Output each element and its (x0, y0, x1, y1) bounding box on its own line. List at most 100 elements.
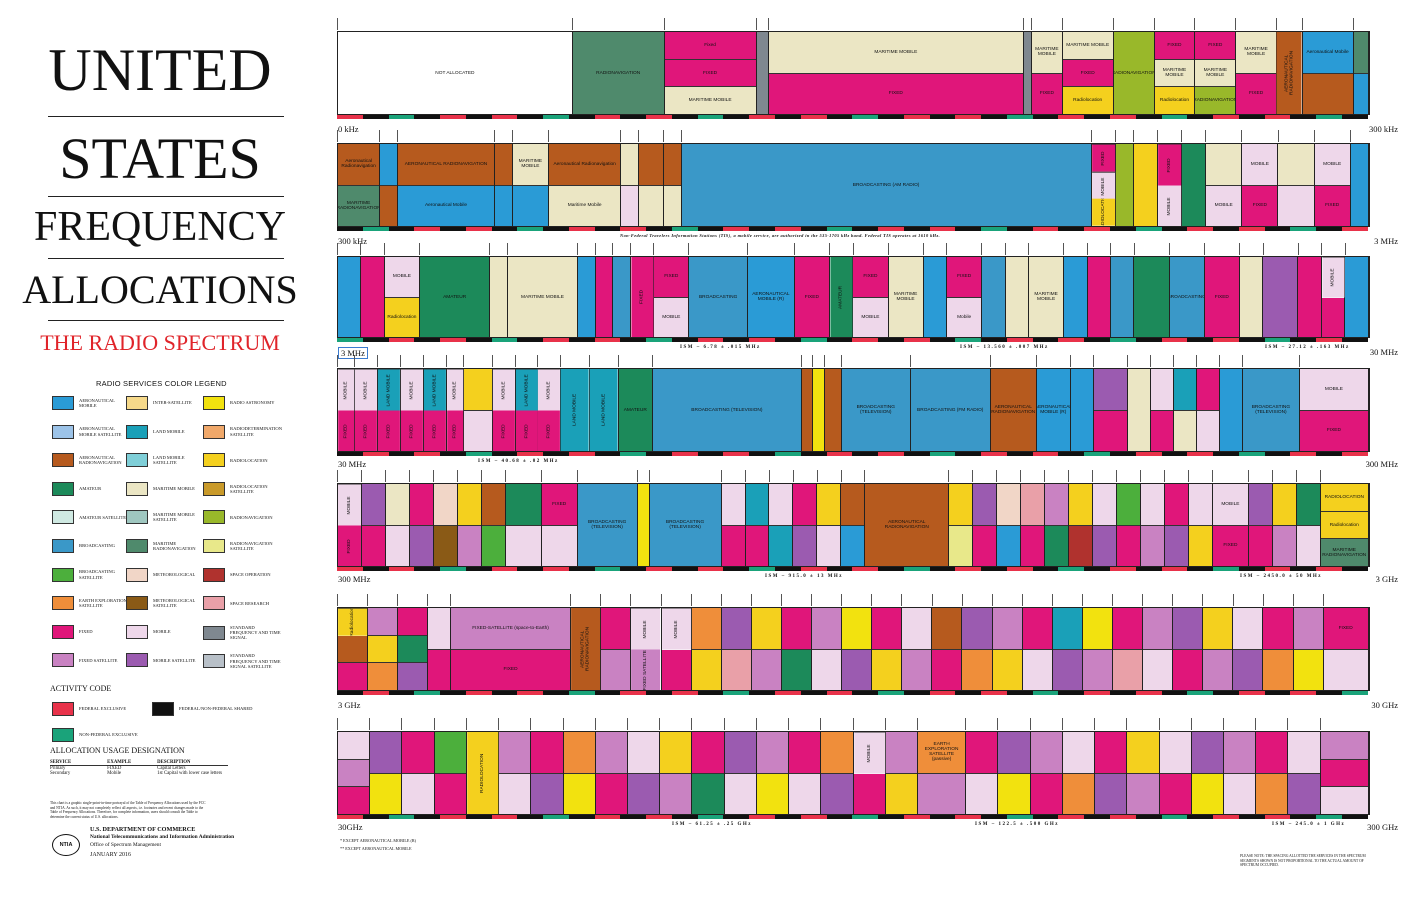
allocation-segment[interactable]: BROADCASTING (TELEVISION) (652, 369, 802, 451)
allocation-segment[interactable]: LAND MOBILE FIXED (423, 369, 447, 451)
allocation-segment[interactable] (1353, 32, 1369, 114)
allocation-segment[interactable] (949, 484, 974, 566)
allocation-segment[interactable] (1133, 144, 1158, 226)
allocation-segment[interactable] (1082, 608, 1113, 690)
allocation-segment[interactable]: FIXED MOBILE (654, 257, 690, 337)
allocation-segment[interactable]: AERONAUTICAL MOBILE (R) (747, 257, 795, 337)
allocation-segment[interactable] (966, 732, 999, 814)
allocation-segment[interactable]: MOBILE FIXED (1300, 369, 1369, 451)
allocation-segment[interactable] (1263, 257, 1299, 337)
allocation-segment[interactable]: AERONAUTICAL RADIONAVIGATION (990, 369, 1037, 451)
allocation-segment[interactable]: Fixed FIXED MARITIME MOBILE (664, 32, 757, 114)
allocation-segment[interactable] (385, 484, 410, 566)
allocation-segment[interactable]: BROADCASTING (TELEVISION) (577, 484, 638, 566)
allocation-segment[interactable]: BROADCASTING (TELEVISION) (841, 369, 911, 451)
allocation-segment[interactable] (997, 484, 1022, 566)
allocation-segment[interactable]: BROADCASTING (FM RADIO) (910, 369, 991, 451)
allocation-segment[interactable]: MOBILE FIXED (355, 369, 379, 451)
allocation-segment[interactable] (1288, 732, 1321, 814)
allocation-segment[interactable] (745, 484, 770, 566)
allocation-segment[interactable] (380, 144, 399, 226)
allocation-segment[interactable]: Aeronautical Mobile (1302, 32, 1354, 114)
allocation-segment[interactable]: MARITIME MOBILE FIXED Radiolocation (1062, 32, 1114, 114)
allocation-segment[interactable] (637, 484, 650, 566)
allocation-segment[interactable] (463, 369, 493, 451)
allocation-segment[interactable]: RADIOLOCATION Radiolocation MARITIME RADIO… (1320, 484, 1369, 566)
allocation-segment[interactable] (1030, 732, 1063, 814)
allocation-segment[interactable] (842, 608, 873, 690)
allocation-segment[interactable]: AERONAUTICAL RADIONAVIGATION (1277, 32, 1303, 114)
allocation-segment[interactable] (1164, 484, 1189, 566)
allocation-segment[interactable]: FIXED MARITIME MOBILE RADIONAVIGATION (1195, 32, 1237, 114)
allocation-segment[interactable]: MOBILE FIXED (446, 369, 464, 451)
allocation-segment[interactable] (621, 144, 640, 226)
allocation-segment[interactable] (601, 608, 632, 690)
allocation-segment[interactable] (1093, 369, 1129, 451)
allocation-segment[interactable]: FIXED MOBILE (853, 257, 889, 337)
allocation-segment[interactable]: MOBILE FIXED (492, 369, 516, 451)
allocation-segment[interactable] (769, 484, 794, 566)
allocation-segment[interactable]: BROADCASTING (TELEVISION) (1242, 369, 1301, 451)
allocation-segment[interactable]: MOBILE FIXED (338, 484, 362, 566)
allocation-segment[interactable] (1005, 257, 1030, 337)
allocation-segment[interactable] (1093, 484, 1118, 566)
allocation-segment[interactable]: MOBILE FIXED (400, 369, 424, 451)
allocation-segment[interactable] (595, 732, 628, 814)
allocation-segment[interactable]: Aeronautical Radionavigation MARITIME RAD… (338, 144, 381, 226)
allocation-segment[interactable]: AMATEUR (618, 369, 653, 451)
allocation-segment[interactable] (1263, 608, 1294, 690)
allocation-segment[interactable] (409, 484, 434, 566)
allocation-segment[interactable]: Aeronautical Radionavigation Maritime Mob… (548, 144, 622, 226)
allocation-segment[interactable]: MOBILE FIXED (1314, 144, 1351, 226)
allocation-segment[interactable] (1181, 144, 1207, 226)
allocation-segment[interactable] (756, 32, 769, 114)
allocation-segment[interactable] (338, 732, 371, 814)
allocation-segment[interactable] (499, 732, 532, 814)
allocation-segment[interactable]: FIXED (541, 484, 578, 566)
allocation-segment[interactable]: MOBILE FIXED (338, 369, 356, 451)
allocation-segment[interactable] (962, 608, 993, 690)
allocation-segment[interactable] (1115, 144, 1134, 226)
allocation-segment[interactable] (1272, 484, 1297, 566)
allocation-segment[interactable] (368, 608, 399, 690)
allocation-segment[interactable] (973, 484, 998, 566)
allocation-segment[interactable] (841, 484, 866, 566)
allocation-segment[interactable] (932, 608, 963, 690)
allocation-segment[interactable] (801, 369, 814, 451)
allocation-segment[interactable] (992, 608, 1023, 690)
allocation-segment[interactable]: MARITIME MOBILE FIXED (768, 32, 1024, 114)
allocation-segment[interactable] (402, 732, 435, 814)
allocation-segment[interactable] (490, 257, 508, 337)
allocation-segment[interactable] (370, 732, 403, 814)
allocation-segment[interactable] (1021, 484, 1046, 566)
allocation-segment[interactable] (1345, 257, 1369, 337)
allocation-segment[interactable] (1233, 608, 1264, 690)
allocation-segment[interactable] (563, 732, 596, 814)
allocation-segment[interactable] (1173, 608, 1204, 690)
allocation-segment[interactable] (428, 608, 451, 690)
allocation-segment[interactable]: AERONAUTICAL MOBILE (R) (1036, 369, 1071, 451)
allocation-segment[interactable] (1196, 369, 1220, 451)
allocation-segment[interactable]: Radiolocation (338, 608, 369, 690)
allocation-segment[interactable]: FIXED MOBILE RADIOLOCATION (1091, 144, 1116, 226)
allocation-segment[interactable] (1188, 484, 1213, 566)
allocation-segment[interactable] (1117, 484, 1141, 566)
allocation-segment[interactable] (1320, 732, 1369, 814)
allocation-segment[interactable]: MOBILE (1321, 257, 1346, 337)
allocation-segment[interactable] (691, 608, 722, 690)
allocation-segment[interactable] (578, 257, 596, 337)
allocation-segment[interactable]: MOBILE (661, 608, 692, 690)
allocation-segment[interactable] (1174, 369, 1197, 451)
allocation-segment[interactable] (982, 257, 1006, 337)
allocation-segment[interactable] (1128, 369, 1152, 451)
allocation-segment[interactable] (1095, 732, 1128, 814)
allocation-segment[interactable] (1219, 369, 1243, 451)
allocation-segment[interactable] (1278, 144, 1315, 226)
allocation-segment[interactable] (613, 257, 631, 337)
allocation-segment[interactable] (692, 732, 725, 814)
allocation-segment[interactable] (433, 484, 458, 566)
allocation-segment[interactable] (1350, 144, 1369, 226)
allocation-segment[interactable] (1224, 732, 1257, 814)
allocation-segment[interactable]: MOBILE FIXED (538, 369, 562, 451)
allocation-segment[interactable] (1127, 732, 1160, 814)
